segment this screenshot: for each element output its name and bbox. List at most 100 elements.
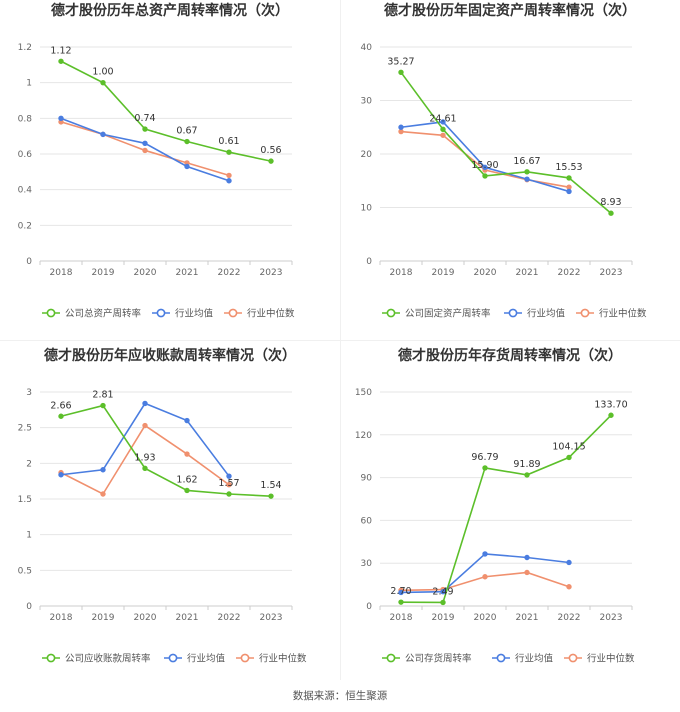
data-point-industry-median: [524, 569, 530, 576]
legend-marker-industry-median: [580, 308, 590, 318]
data-point-company: [440, 599, 446, 606]
data-point-industry-median: [184, 451, 190, 457]
x-tick-label: 2019: [92, 268, 115, 278]
data-point-industry-median: [226, 172, 232, 179]
y-tick-label: 0.5: [18, 566, 32, 576]
series-line-industry-avg: [400, 553, 570, 594]
data-point-company: [226, 491, 232, 497]
horizontal-divider: [0, 340, 680, 341]
data-point-industry-avg: [566, 559, 572, 566]
chart-title: 德才股份历年固定资产周转率情况（次）: [384, 2, 636, 19]
data-point-company: [524, 472, 530, 478]
data-point-company: [524, 169, 530, 175]
data-point-industry-avg: [524, 176, 530, 182]
y-tick-label: 150: [355, 388, 372, 398]
data-point-company: [398, 69, 404, 76]
data-point-industry-avg: [440, 589, 446, 595]
data-point-industry-median: [398, 128, 404, 135]
data-point-industry-avg: [482, 164, 488, 171]
x-tick-label: 2018: [50, 268, 73, 278]
data-point-industry-avg: [398, 589, 404, 596]
data-point-company: [608, 412, 614, 418]
data-point-industry-median: [440, 132, 446, 138]
legend-marker-industry-median: [568, 653, 578, 663]
y-tick-label: 120: [355, 431, 372, 441]
legend-marker-company: [386, 653, 396, 663]
series-line-company: [400, 71, 612, 214]
data-point-industry-avg: [100, 467, 106, 473]
data-point-company: [58, 58, 64, 64]
y-tick-label: 0.2: [18, 221, 32, 231]
data-label: 0.56: [260, 145, 281, 156]
y-tick-label: 1: [26, 531, 32, 541]
series-line-industry-avg: [400, 121, 570, 193]
data-point-industry-median: [100, 491, 106, 497]
data-label: 104.15: [552, 441, 585, 452]
legend-label-industry-avg: 行业均值: [527, 308, 566, 320]
data-point-industry-avg: [398, 124, 404, 130]
data-label: 91.89: [513, 459, 540, 470]
data-label: 0.74: [134, 113, 155, 124]
chart-fixed-asset-turnover: 德才股份历年固定资产周转率情况（次） 0 10 20 30 40 2018 2019 2020 2…: [361, 2, 647, 320]
data-point-company: [482, 173, 488, 179]
data-point-industry-avg: [142, 400, 148, 407]
x-tick-label: 2018: [50, 613, 73, 623]
data-point-company: [482, 465, 488, 471]
chart-panel-total-assets: 德才股份历年总资产周转率情况（次） 0 0.2 0.4 0.6 0.8 1 1.2 2018 20…: [0, 0, 340, 340]
data-point-company: [142, 126, 148, 132]
y-tick-label: 90: [361, 474, 373, 484]
chart-panel-fixed-assets: 德才股份历年固定资产周转率情况（次） 0 10 20 30 40 2018 2019 2020 2…: [340, 0, 680, 340]
x-tick-label: 2018: [390, 268, 413, 278]
y-tick-label: 1.5: [18, 495, 32, 505]
data-point-company: [142, 465, 148, 472]
data-label: 1.62: [176, 474, 197, 485]
x-tick-label: 2019: [432, 613, 455, 623]
legend-marker-industry-avg: [168, 653, 178, 663]
legend-marker-industry-avg: [508, 308, 518, 318]
x-tick-label: 2020: [134, 268, 157, 278]
data-point-company: [608, 210, 614, 216]
chart-title: 德才股份历年总资产周转率情况（次）: [51, 2, 289, 19]
y-tick-label: 10: [361, 204, 373, 214]
y-tick-label: 0.4: [18, 186, 33, 196]
x-tick-label: 2020: [134, 613, 157, 623]
data-point-company: [268, 158, 274, 164]
data-source-note: 数据来源：恒生聚源: [292, 690, 388, 702]
data-point-company: [398, 599, 404, 605]
data-point-industry-median: [226, 482, 232, 488]
data-label: 1.93: [134, 452, 155, 463]
x-tick-label: 2023: [600, 268, 623, 278]
data-label: 1.57: [218, 478, 239, 489]
y-tick-label: 20: [361, 150, 373, 160]
x-tick-label: 2021: [176, 613, 199, 623]
x-tick-label: 2020: [474, 613, 497, 623]
legend-marker-company: [46, 653, 56, 663]
data-label: 2.81: [92, 390, 113, 401]
data-label: 8.93: [600, 197, 621, 208]
x-tick-label: 2019: [432, 268, 455, 278]
y-tick-label: 30: [361, 559, 373, 569]
y-tick-label: 0.8: [18, 114, 33, 124]
data-point-company: [184, 487, 190, 494]
data-point-industry-avg: [58, 115, 64, 122]
y-tick-label: 0: [366, 602, 372, 612]
data-label: 1.54: [260, 480, 281, 491]
data-point-company: [566, 454, 572, 461]
data-point-industry-median: [566, 184, 572, 190]
data-label: 16.67: [513, 156, 540, 167]
data-label: 2.70: [390, 586, 411, 597]
data-point-company: [440, 126, 446, 133]
x-tick-label: 2023: [600, 613, 623, 623]
data-point-industry-avg: [482, 551, 488, 557]
chart-title: 德才股份历年应收账款周转率情况（次）: [44, 347, 296, 364]
data-point-industry-median: [142, 147, 148, 154]
chart-total-asset-turnover: 德才股份历年总资产周转率情况（次） 0 0.2 0.4 0.6 0.8 1 1.2 2018 20…: [18, 2, 295, 320]
x-tick-label: 2022: [558, 268, 581, 278]
data-label: 96.79: [471, 452, 498, 463]
legend-label-company: 公司存货周转率: [405, 653, 472, 665]
data-point-industry-avg: [100, 131, 106, 138]
data-point-company: [226, 149, 232, 155]
data-point-industry-avg: [184, 417, 190, 424]
legend-label-company: 公司固定资产周转率: [405, 308, 491, 320]
y-tick-label: 0: [26, 602, 32, 612]
